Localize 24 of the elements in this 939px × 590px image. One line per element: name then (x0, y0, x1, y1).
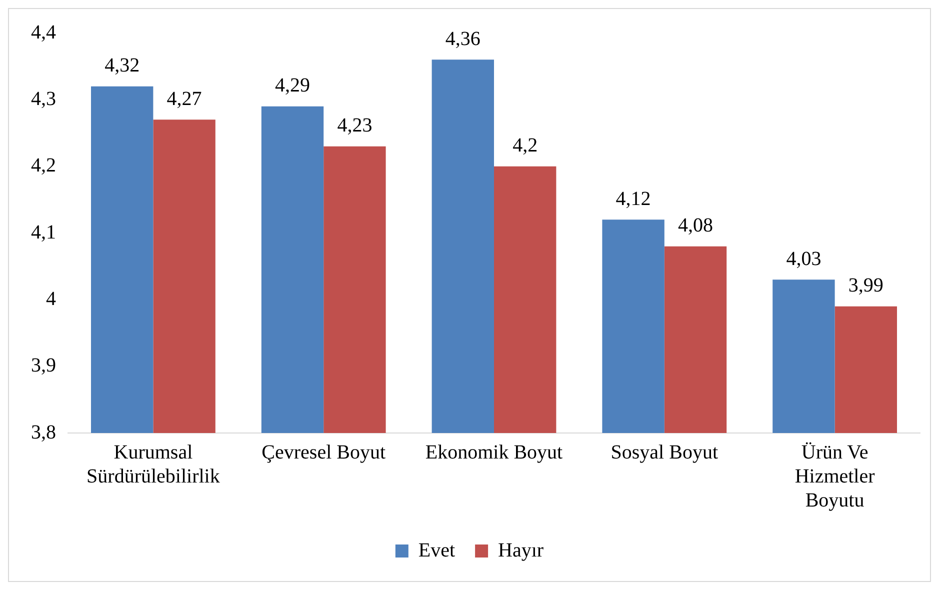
data-label: 4,36 (445, 28, 480, 50)
x-tick-label: Ekonomik Boyut (425, 441, 564, 464)
y-tick-label: 3,8 (31, 421, 56, 444)
data-label: 4,03 (786, 248, 822, 270)
y-tick-label: 4 (46, 288, 56, 310)
y-tick-label: 4,4 (31, 21, 56, 44)
y-tick-label: 3,9 (31, 354, 56, 377)
x-tick-label: Ürün Ve Hizmetler Boyutu (794, 441, 876, 512)
data-label: 4,27 (166, 88, 202, 110)
data-label: 4,08 (678, 214, 713, 237)
data-label: 4,12 (616, 188, 651, 210)
data-label: 4,29 (275, 74, 310, 97)
y-tick-label: 4,1 (31, 221, 56, 244)
x-tick-label: Sosyal Boyut (610, 441, 718, 464)
data-label: 4,23 (337, 114, 372, 137)
y-tick-label: 4,2 (31, 154, 56, 177)
y-tick-label: 4,3 (31, 88, 56, 110)
legend-label: Evet (418, 539, 456, 562)
data-label: 4,32 (104, 54, 140, 77)
x-tick-label: Kurumsal Sürdürülebilirlik (86, 441, 220, 488)
data-label: 4,2 (512, 134, 538, 157)
legend-label: Hayır (498, 539, 544, 562)
data-label: 3,99 (848, 274, 884, 297)
x-tick-label: Çevresel Boyut (262, 441, 386, 464)
